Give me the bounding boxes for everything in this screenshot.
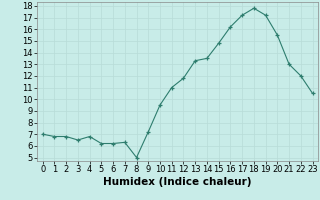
X-axis label: Humidex (Indice chaleur): Humidex (Indice chaleur) [103, 177, 252, 187]
